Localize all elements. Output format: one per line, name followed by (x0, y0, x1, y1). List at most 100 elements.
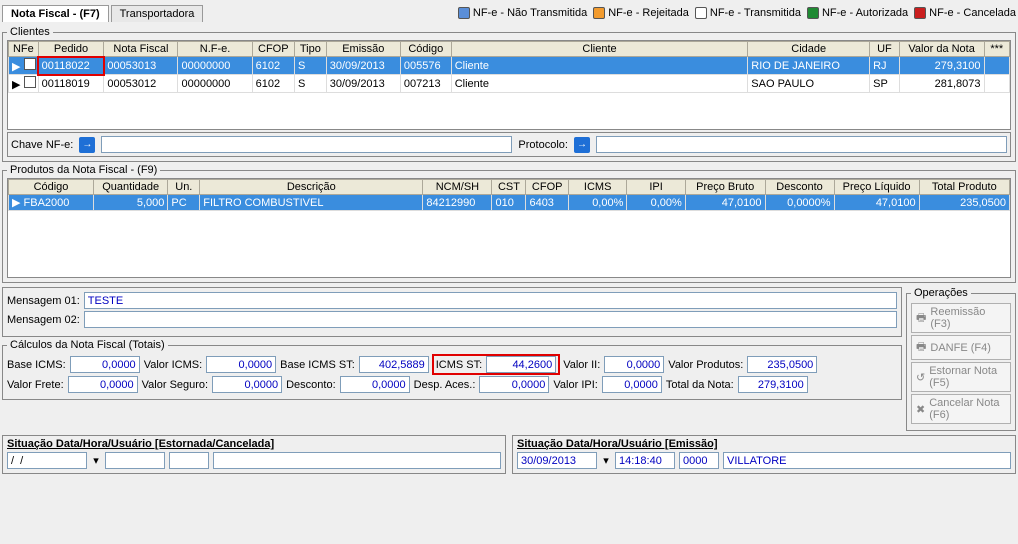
column-header[interactable]: *** (984, 42, 1010, 57)
legend-swatch (807, 7, 819, 19)
tab-nota-fiscal[interactable]: Nota Fiscal - (F7) (2, 5, 109, 22)
table-cell: 235,0500 (919, 195, 1009, 211)
table-cell: FILTRO COMBUSTIVEL (200, 195, 423, 211)
valoricms-field[interactable] (206, 356, 276, 373)
totalnota-field[interactable] (738, 376, 808, 393)
est-data-field[interactable] (7, 452, 87, 469)
baseicmsst-field[interactable] (359, 356, 429, 373)
table-row[interactable]: ▶ FBA20005,000PCFILTRO COMBUSTIVEL842129… (9, 195, 1010, 211)
protocolo-go-icon[interactable]: → (574, 137, 590, 153)
valorprod-field[interactable] (747, 356, 817, 373)
operacoes-title: Operações (911, 287, 971, 299)
produtos-title: Produtos da Nota Fiscal - (F9) (7, 164, 160, 176)
column-header[interactable]: Descrição (200, 180, 423, 195)
column-header[interactable]: Desconto (765, 180, 834, 195)
dropdown-icon[interactable]: ▾ (91, 454, 101, 467)
table-cell: 5,000 (94, 195, 168, 211)
est-user-field[interactable] (213, 452, 501, 469)
totais-title: Cálculos da Nota Fiscal (Totais) (7, 339, 168, 351)
valorseguro-label: Valor Seguro: (142, 379, 208, 391)
situacao-emissao-title: Situação Data/Hora/Usuário [Emissão] (517, 438, 1011, 450)
table-row[interactable]: ▶ 0011801900053012000000006102S30/09/201… (9, 75, 1010, 93)
column-header[interactable]: CFOP (252, 42, 294, 57)
cancelar-button[interactable]: ✖Cancelar Nota (F6) (911, 394, 1011, 424)
emi-hora-field[interactable] (615, 452, 675, 469)
totais-group: Cálculos da Nota Fiscal (Totais) Base IC… (2, 339, 902, 400)
column-header[interactable]: Pedido (38, 42, 104, 57)
column-header[interactable]: Valor da Nota (899, 42, 984, 57)
column-header[interactable]: IPI (627, 180, 685, 195)
legend-swatch (458, 7, 470, 19)
valoripi-field[interactable] (602, 376, 662, 393)
nfe-status-legend: NF-e - Não TransmitidaNF-e - RejeitadaNF… (458, 7, 1016, 19)
table-cell: 6102 (252, 75, 294, 93)
despaces-field[interactable] (479, 376, 549, 393)
column-header[interactable]: Total Produto (919, 180, 1009, 195)
column-header[interactable]: Preço Bruto (685, 180, 765, 195)
valorseguro-field[interactable] (212, 376, 282, 393)
mensagem02-input[interactable] (84, 311, 897, 328)
protocolo-input[interactable] (596, 136, 1007, 153)
column-header[interactable]: NCM/SH (423, 180, 492, 195)
situacao-estornada-group: Situação Data/Hora/Usuário [Estornada/Ca… (2, 435, 506, 474)
column-header[interactable]: NFe (9, 42, 39, 57)
emi-code-field[interactable] (679, 452, 719, 469)
table-cell (984, 75, 1010, 93)
table-row[interactable]: ▶ 0011802200053013000000006102S30/09/201… (9, 57, 1010, 75)
column-header[interactable]: Nota Fiscal (104, 42, 178, 57)
column-header[interactable]: Tipo (294, 42, 326, 57)
row-checkbox[interactable] (24, 76, 36, 88)
row-checkbox[interactable] (24, 58, 36, 70)
icmsst-field[interactable] (486, 356, 556, 373)
column-header[interactable]: ICMS (568, 180, 626, 195)
table-cell: Cliente (451, 57, 748, 75)
despaces-label: Desp. Aces.: (414, 379, 476, 391)
valoripi-label: Valor IPI: (553, 379, 597, 391)
table-cell: RIO DE JANEIRO (748, 57, 870, 75)
produtos-table[interactable]: CódigoQuantidadeUn.DescriçãoNCM/SHCSTCFO… (8, 179, 1010, 211)
legend-label: NF-e - Transmitida (710, 7, 801, 19)
column-header[interactable]: Quantidade (94, 180, 168, 195)
estornar-button[interactable]: ↺Estornar Nota (F5) (911, 362, 1011, 392)
est-hora-field[interactable] (105, 452, 165, 469)
table-cell: 84212990 (423, 195, 492, 211)
desconto-field[interactable] (340, 376, 410, 393)
est-code-field[interactable] (169, 452, 209, 469)
legend-swatch (914, 7, 926, 19)
legend-label: NF-e - Rejeitada (608, 7, 689, 19)
emi-user-field[interactable] (723, 452, 1011, 469)
column-header[interactable]: Código (9, 180, 94, 195)
chave-nfe-input[interactable] (101, 136, 512, 153)
chave-nfe-go-icon[interactable]: → (79, 137, 95, 153)
danfe-button[interactable]: 🖶DANFE (F4) (911, 335, 1011, 360)
mensagens-group: Mensagem 01: Mensagem 02: (2, 287, 902, 337)
valorfrete-field[interactable] (68, 376, 138, 393)
column-header[interactable]: N.F-e. (178, 42, 252, 57)
column-header[interactable]: Cidade (748, 42, 870, 57)
baseicms-field[interactable] (70, 356, 140, 373)
table-cell: PC (168, 195, 200, 211)
column-header[interactable]: Cliente (451, 42, 748, 57)
tab-transportadora[interactable]: Transportadora (111, 5, 204, 22)
clientes-table[interactable]: NFePedidoNota FiscalN.F-e.CFOPTipoEmissã… (8, 41, 1010, 93)
column-header[interactable]: CFOP (526, 180, 569, 195)
desconto-label: Desconto: (286, 379, 336, 391)
clientes-title: Clientes (7, 26, 53, 38)
column-header[interactable]: UF (870, 42, 900, 57)
reemissao-button[interactable]: 🖶Reemissão (F3) (911, 303, 1011, 333)
dropdown-icon[interactable]: ▾ (601, 454, 611, 467)
table-cell: 279,3100 (899, 57, 984, 75)
emi-data-field[interactable] (517, 452, 597, 469)
operacoes-group: Operações 🖶Reemissão (F3) 🖶DANFE (F4) ↺E… (906, 287, 1016, 431)
column-header[interactable]: Emissão (326, 42, 400, 57)
column-header[interactable]: Código (400, 42, 451, 57)
table-cell: SP (870, 75, 900, 93)
column-header[interactable]: CST (492, 180, 526, 195)
table-cell: 00053012 (104, 75, 178, 93)
column-header[interactable]: Preço Líquido (834, 180, 919, 195)
valorii-field[interactable] (604, 356, 664, 373)
column-header[interactable]: Un. (168, 180, 200, 195)
mensagem01-input[interactable] (84, 292, 897, 309)
table-cell: 007213 (400, 75, 451, 93)
legend-item: NF-e - Cancelada (914, 7, 1016, 19)
